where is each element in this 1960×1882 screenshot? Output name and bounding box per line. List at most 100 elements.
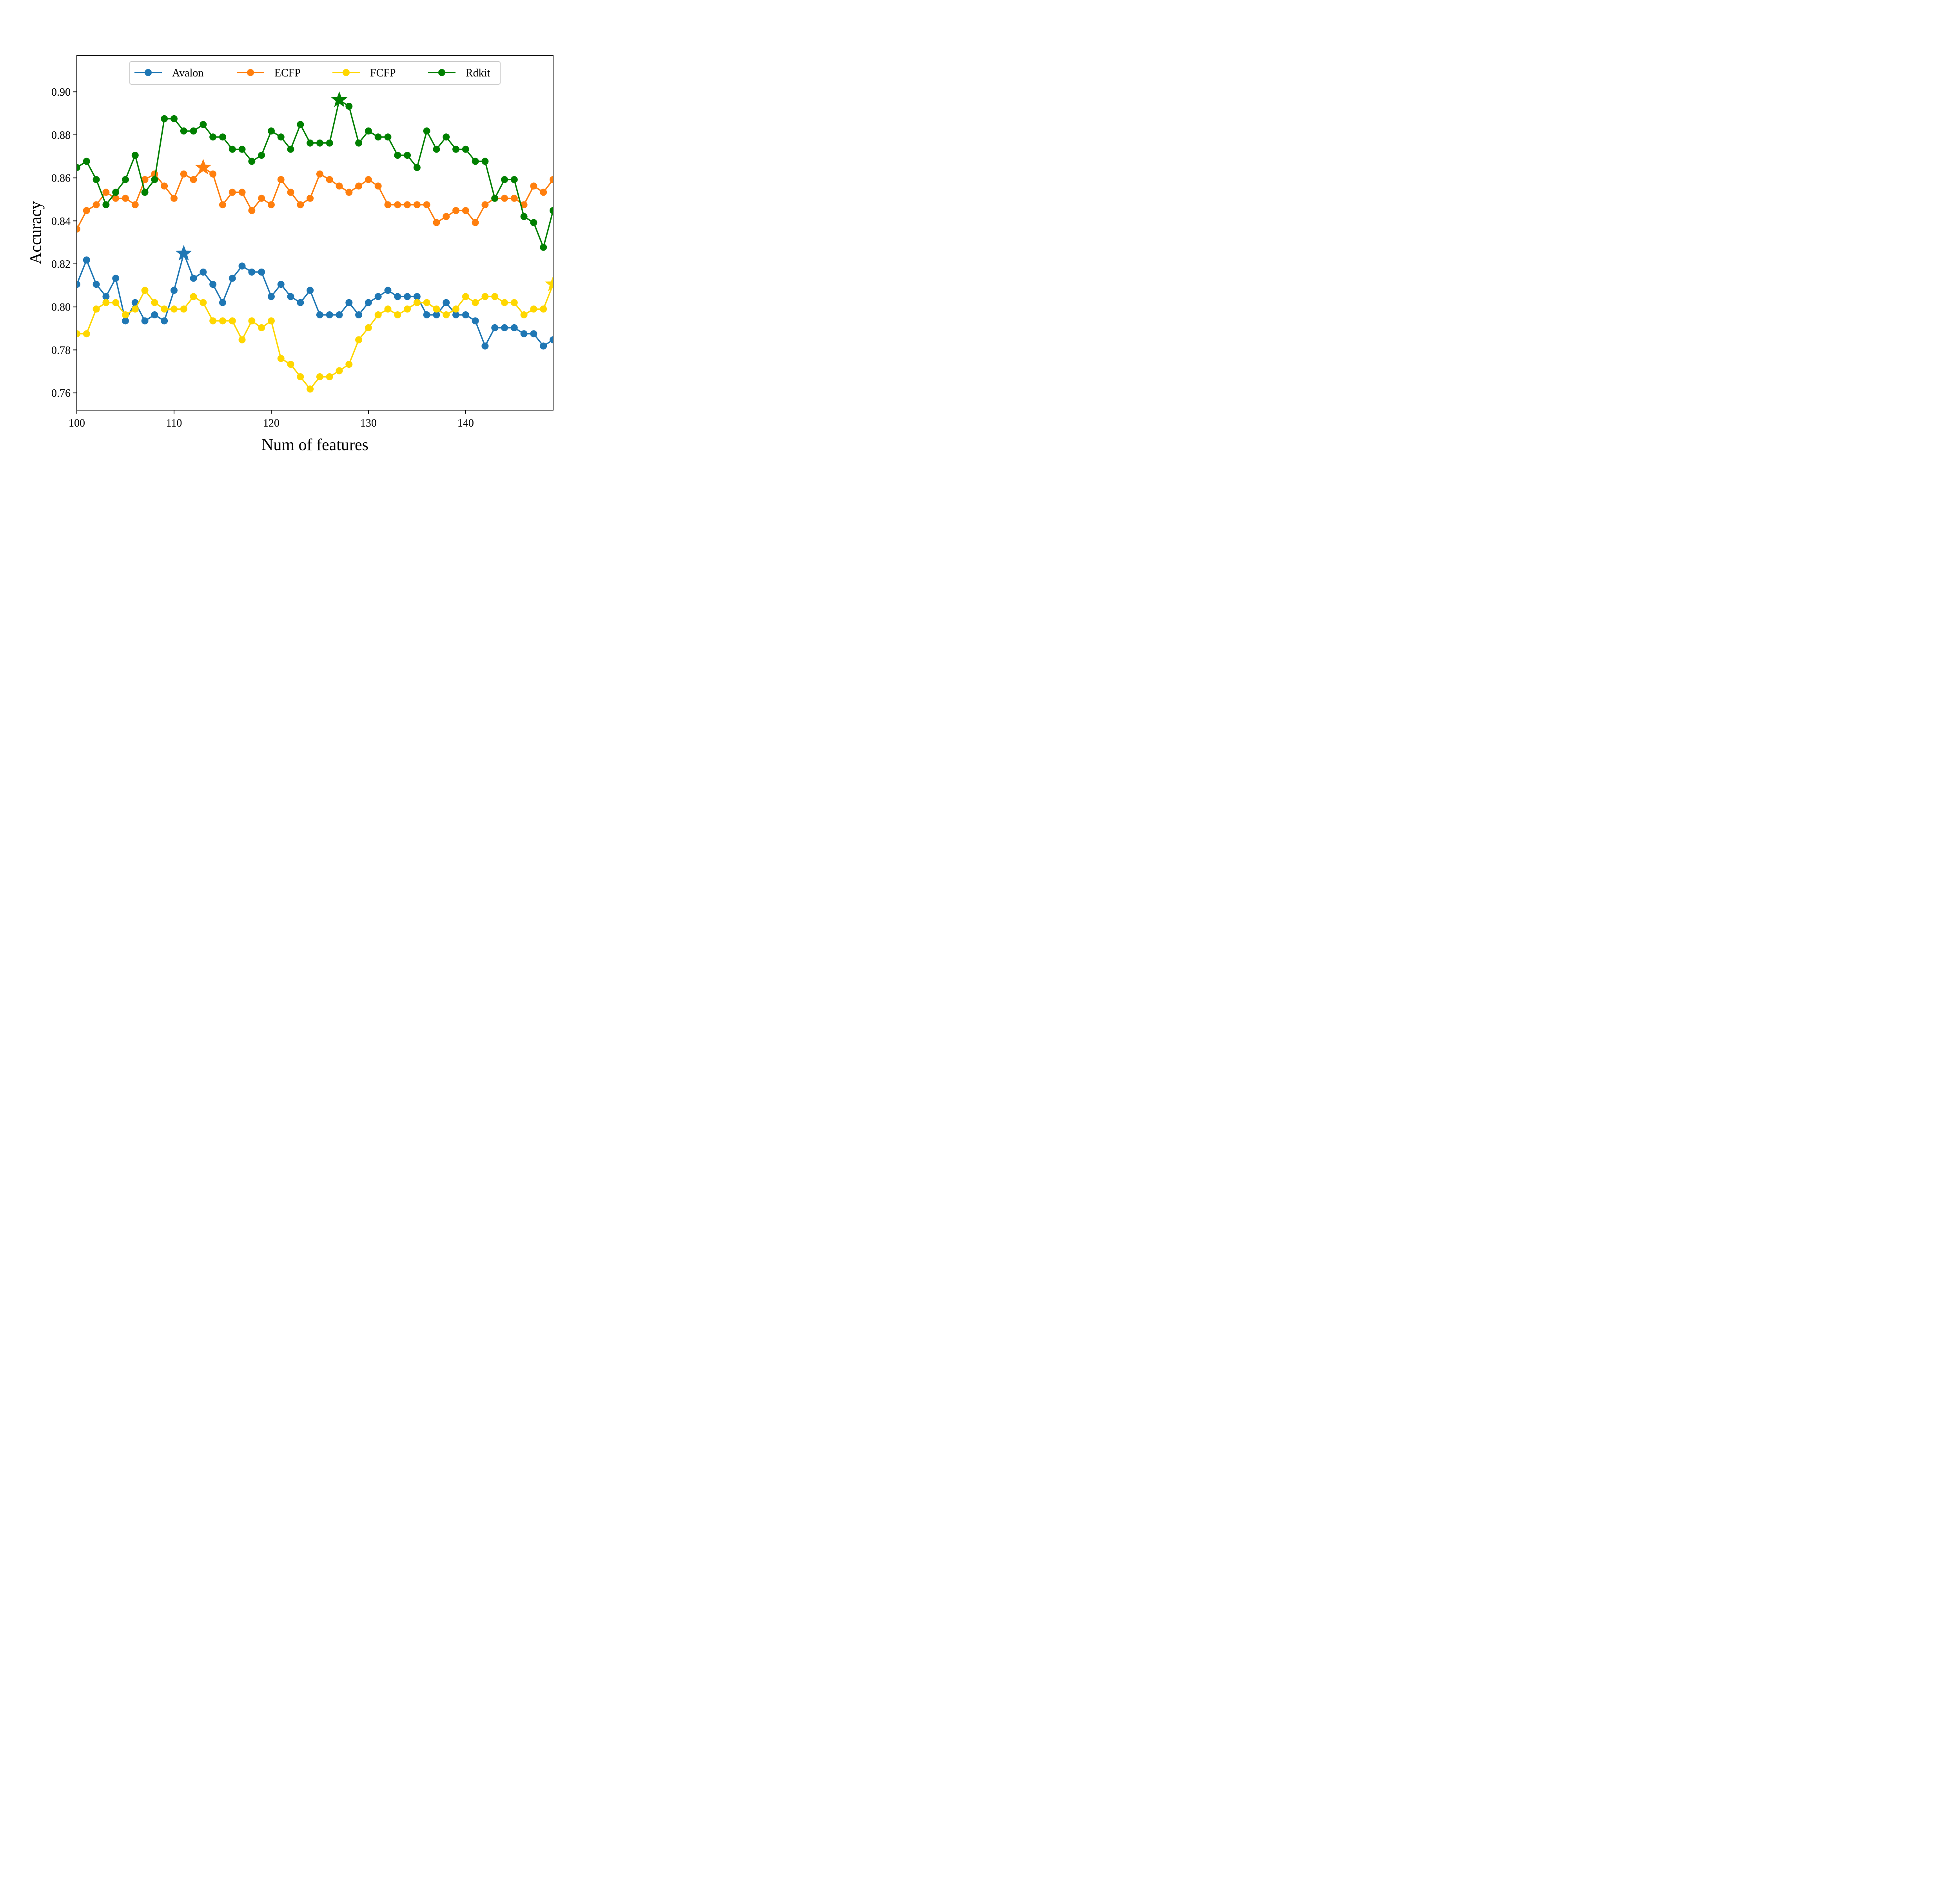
data-point-fcfp — [200, 299, 207, 306]
data-point-fcfp — [209, 317, 217, 325]
data-point-avalon — [472, 317, 479, 325]
data-point-ecfp — [316, 170, 323, 178]
x-tick-label: 140 — [457, 417, 474, 429]
data-point-avalon — [102, 293, 110, 300]
data-point-avalon — [170, 287, 178, 294]
data-point-avalon — [520, 330, 528, 338]
data-point-rdkit — [131, 152, 139, 159]
data-point-fcfp — [384, 305, 392, 313]
data-point-avalon — [83, 256, 90, 264]
data-point-ecfp — [530, 182, 537, 190]
data-point-ecfp — [510, 194, 518, 202]
data-point-rdkit — [209, 133, 217, 141]
data-point-fcfp — [413, 299, 421, 306]
data-point-rdkit — [374, 133, 382, 141]
data-point-rdkit — [219, 133, 226, 141]
data-point-rdkit — [141, 189, 149, 196]
data-point-ecfp — [102, 189, 110, 196]
data-point-avalon — [443, 299, 450, 306]
data-point-ecfp — [394, 201, 401, 209]
data-point-rdkit — [161, 115, 168, 122]
data-point-rdkit — [530, 219, 537, 226]
data-point-fcfp — [472, 299, 479, 306]
data-point-ecfp — [161, 182, 168, 190]
y-tick-label: 0.84 — [51, 215, 71, 227]
data-point-avalon — [307, 287, 314, 294]
data-point-fcfp — [443, 311, 450, 319]
data-point-ecfp — [520, 201, 528, 209]
plot-area-frame — [76, 55, 554, 411]
data-point-rdkit — [248, 158, 256, 165]
data-point-ecfp — [238, 189, 246, 196]
data-point-fcfp — [190, 293, 197, 300]
data-point-fcfp — [93, 305, 100, 313]
data-point-fcfp — [520, 311, 528, 319]
data-point-avalon — [501, 324, 508, 331]
data-point-rdkit — [326, 139, 333, 147]
data-point-rdkit — [550, 207, 553, 214]
data-point-ecfp — [141, 176, 149, 183]
data-point-avalon — [258, 268, 265, 276]
data-point-avalon — [452, 311, 460, 319]
data-point-rdkit — [229, 145, 236, 153]
data-point-avalon — [433, 311, 440, 319]
series-layer — [77, 91, 553, 393]
data-point-fcfp — [501, 299, 508, 306]
data-point-rdkit — [93, 176, 100, 183]
y-tick-label: 0.80 — [51, 302, 71, 314]
data-point-rdkit — [112, 189, 120, 196]
data-point-avalon — [336, 311, 343, 319]
data-point-fcfp — [122, 311, 129, 319]
x-tick-label: 130 — [360, 417, 377, 429]
data-point-fcfp — [326, 373, 333, 380]
data-point-rdkit — [365, 127, 372, 135]
data-point-avalon — [229, 274, 236, 282]
data-point-rdkit — [501, 176, 508, 183]
data-point-fcfp — [433, 305, 440, 313]
data-point-fcfp — [77, 330, 80, 338]
data-point-fcfp — [219, 317, 226, 325]
data-point-avalon — [297, 299, 304, 306]
data-point-rdkit — [423, 127, 430, 135]
legend-label-ecfp: ECFP — [274, 67, 301, 79]
data-point-rdkit — [540, 243, 547, 251]
y-tick-label: 0.78 — [51, 344, 71, 356]
data-point-ecfp — [336, 182, 343, 190]
data-point-avalon — [404, 293, 411, 300]
data-point-avalon — [462, 311, 469, 319]
data-point-rdkit — [452, 145, 460, 153]
data-point-ecfp — [433, 219, 440, 226]
data-point-ecfp — [229, 189, 236, 196]
legend-entry-fcfp: FCFP — [332, 67, 396, 79]
data-point-ecfp — [413, 201, 421, 209]
data-point-fcfp — [481, 293, 489, 300]
legend-marker-ecfp — [247, 69, 254, 76]
data-point-fcfp — [287, 361, 294, 368]
data-point-ecfp — [77, 225, 80, 233]
data-point-avalon — [219, 299, 226, 306]
data-point-fcfp — [491, 293, 499, 300]
data-point-fcfp — [404, 305, 411, 313]
data-point-ecfp — [501, 194, 508, 202]
data-point-ecfp — [481, 201, 489, 209]
data-point-rdkit — [384, 133, 392, 141]
data-point-avalon — [413, 293, 421, 300]
best-star-marker-rdkit — [331, 91, 348, 107]
data-point-avalon — [267, 293, 275, 300]
x-axis-label: Num of features — [261, 436, 368, 454]
data-point-ecfp — [190, 176, 197, 183]
data-point-avalon — [77, 281, 80, 288]
data-point-avalon — [491, 324, 499, 331]
data-point-ecfp — [170, 194, 178, 202]
x-axis: 100 110 120 130 140 — [69, 410, 474, 429]
data-point-ecfp — [83, 207, 90, 214]
legend: Avalon ECFP FCFP Rdkit — [129, 61, 501, 85]
data-point-fcfp — [452, 305, 460, 313]
data-point-avalon — [238, 262, 246, 270]
data-point-rdkit — [277, 133, 285, 141]
data-point-rdkit — [122, 176, 129, 183]
data-point-fcfp — [141, 287, 149, 294]
data-point-ecfp — [122, 194, 129, 202]
data-point-rdkit — [404, 152, 411, 159]
data-point-fcfp — [345, 361, 353, 368]
